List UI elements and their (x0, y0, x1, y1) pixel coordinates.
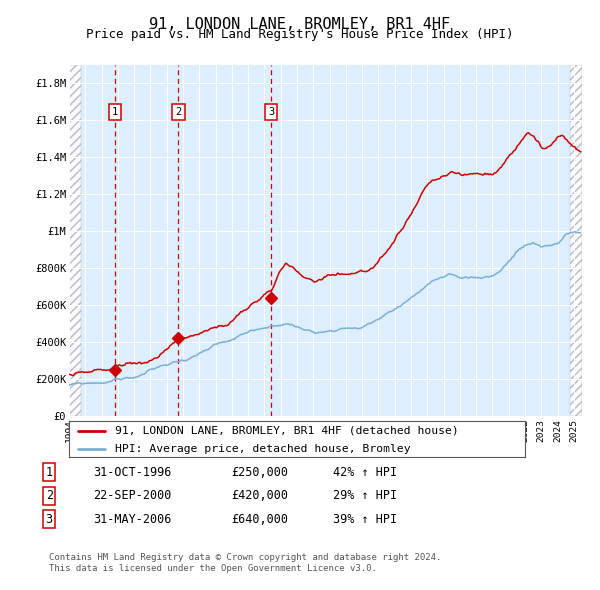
Text: 3: 3 (46, 513, 53, 526)
Text: This data is licensed under the Open Government Licence v3.0.: This data is licensed under the Open Gov… (49, 565, 377, 573)
Text: 42% ↑ HPI: 42% ↑ HPI (333, 466, 397, 478)
Text: 2: 2 (175, 107, 182, 117)
Text: 39% ↑ HPI: 39% ↑ HPI (333, 513, 397, 526)
Text: 22-SEP-2000: 22-SEP-2000 (93, 489, 172, 502)
Text: 1: 1 (112, 107, 118, 117)
Text: 2: 2 (46, 489, 53, 502)
Text: 29% ↑ HPI: 29% ↑ HPI (333, 489, 397, 502)
Text: £250,000: £250,000 (231, 466, 288, 478)
Text: 91, LONDON LANE, BROMLEY, BR1 4HF (detached house): 91, LONDON LANE, BROMLEY, BR1 4HF (detac… (115, 426, 458, 436)
Text: 3: 3 (268, 107, 274, 117)
Text: 1: 1 (46, 466, 53, 478)
Text: 31-OCT-1996: 31-OCT-1996 (93, 466, 172, 478)
Text: HPI: Average price, detached house, Bromley: HPI: Average price, detached house, Brom… (115, 444, 410, 454)
Text: Price paid vs. HM Land Registry's House Price Index (HPI): Price paid vs. HM Land Registry's House … (86, 28, 514, 41)
Text: £640,000: £640,000 (231, 513, 288, 526)
Text: Contains HM Land Registry data © Crown copyright and database right 2024.: Contains HM Land Registry data © Crown c… (49, 553, 442, 562)
Text: £420,000: £420,000 (231, 489, 288, 502)
Text: 31-MAY-2006: 31-MAY-2006 (93, 513, 172, 526)
Text: 91, LONDON LANE, BROMLEY, BR1 4HF: 91, LONDON LANE, BROMLEY, BR1 4HF (149, 17, 451, 31)
